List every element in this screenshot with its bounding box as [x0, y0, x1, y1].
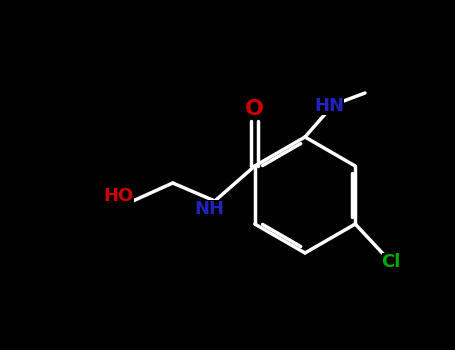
Text: NH: NH [195, 200, 225, 218]
Text: O: O [245, 99, 264, 119]
Text: Cl: Cl [382, 253, 401, 271]
Text: HO: HO [104, 187, 134, 205]
Text: HN: HN [314, 97, 344, 115]
